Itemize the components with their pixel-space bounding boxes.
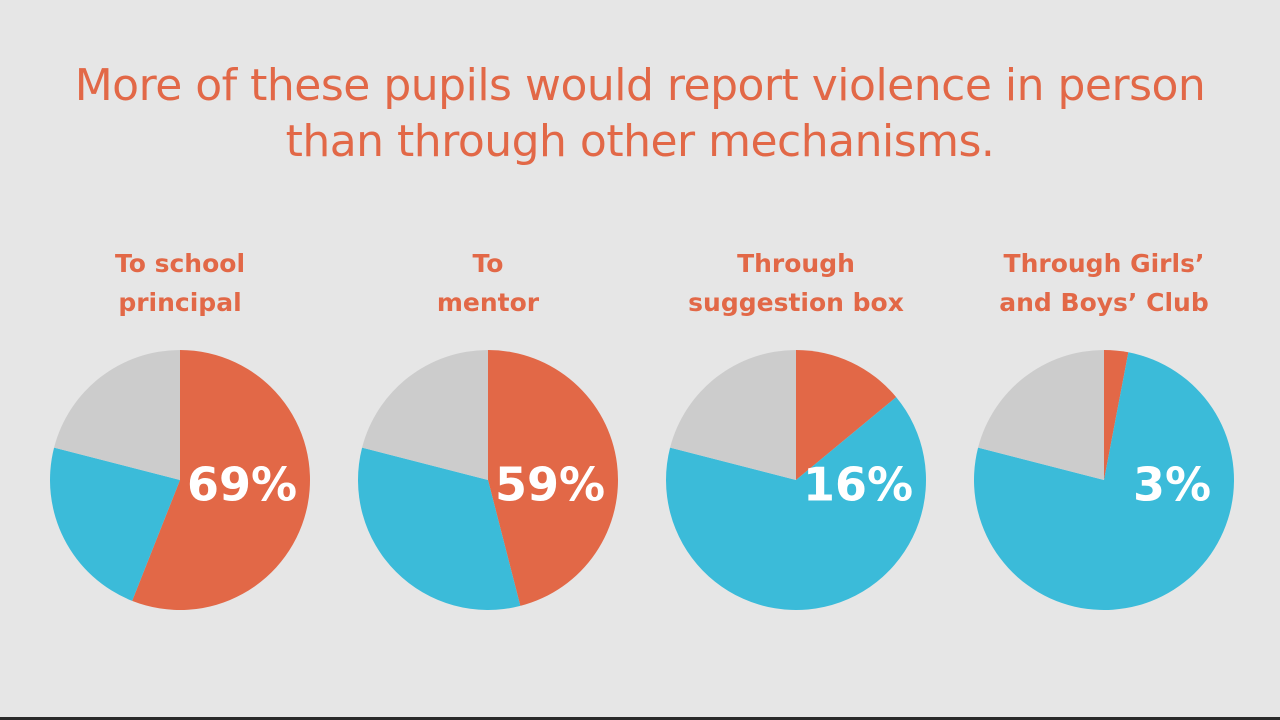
pie-label: Through suggestion box [656, 244, 936, 322]
pie-label: Through Girls’ and Boys’ Club [964, 244, 1244, 322]
pie-value-label: 16% [803, 458, 913, 512]
pie-chart-school-principal: To school principal 69% [40, 240, 320, 620]
headline-line-2: than through other mechanisms. [285, 116, 995, 167]
pie-slice-blue [50, 447, 180, 601]
pie-label-line-2: and Boys’ Club [999, 288, 1209, 317]
pie-label-line-1: Through [737, 249, 855, 278]
pie-label: To mentor [348, 244, 628, 322]
pie-graphic: 69% [50, 350, 310, 610]
pie-label-line-2: mentor [436, 288, 540, 317]
headline: More of these pupils would report violen… [0, 58, 1280, 170]
pie-label-line-1: Through Girls’ [1003, 249, 1205, 278]
pie-label-line-2: principal [118, 288, 242, 317]
pie-slice-gray [54, 350, 180, 480]
pie-label: To school principal [40, 244, 320, 322]
pie-slice-gray [978, 350, 1104, 480]
pie-slice-blue [666, 397, 926, 610]
pie-slice-gray [670, 350, 796, 480]
pie-slice-orange [796, 350, 897, 480]
pie-graphic: 16% [666, 350, 926, 610]
pie-slice-orange [1104, 350, 1129, 480]
pie-slice-blue [974, 352, 1234, 610]
pie-value-label: 69% [187, 458, 297, 512]
pie-chart-mentor: To mentor 59% [348, 240, 628, 620]
pie-label-line-1: To school [114, 249, 246, 278]
pie-label-line-2: suggestion box [688, 288, 904, 317]
pie-value-label: 3% [1133, 458, 1211, 512]
pie-slice-orange [488, 350, 618, 606]
pie-value-label: 59% [495, 458, 605, 512]
pie-graphic: 59% [358, 350, 618, 610]
pie-chart-girls-boys-club: Through Girls’ and Boys’ Club 3% [964, 240, 1244, 620]
pie-slice-orange [132, 350, 310, 610]
pie-graphic: 3% [974, 350, 1234, 610]
bottom-divider [0, 717, 1280, 720]
pie-slice-blue [358, 447, 521, 610]
pie-chart-suggestion-box: Through suggestion box 16% [656, 240, 936, 620]
headline-line-1: More of these pupils would report violen… [74, 60, 1206, 111]
pie-slice-gray [362, 350, 488, 480]
pie-label-line-1: To [472, 249, 504, 278]
